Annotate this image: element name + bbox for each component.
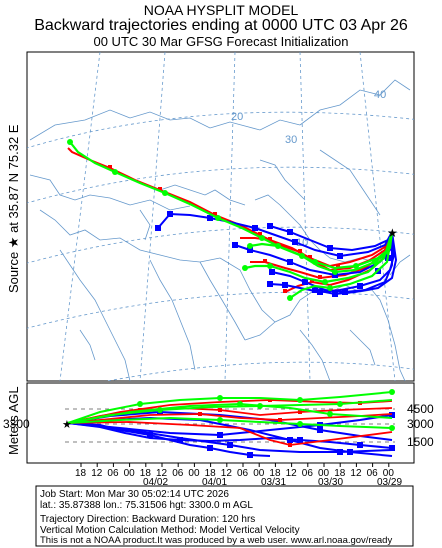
time-tick-label: 18 — [334, 468, 346, 479]
svg-text:04/02: 04/02 — [143, 477, 168, 488]
red-markers — [108, 165, 340, 293]
grid-label-40: 40 — [374, 89, 386, 101]
time-axis-ticks: 18 12 06 00 18 12 06 00 18 12 06 00 18 12 06 00 18 12 06 00 — [75, 463, 394, 479]
time-tick-label: 12 — [286, 468, 298, 479]
blue-trajectories — [157, 212, 398, 296]
grid-label-20: 20 — [231, 111, 243, 123]
time-tick-label: 18 — [75, 468, 87, 479]
vertical-source-star-icon: ★ — [62, 419, 72, 431]
time-tick-label: 06 — [302, 468, 314, 479]
time-tick-label: 12 — [91, 468, 103, 479]
start-height-label: 3300 — [3, 417, 30, 431]
trajectory-direction: Trajectory Direction: Backward Duration:… — [40, 514, 256, 525]
title-line1: NOAA HYSPLIT MODEL — [143, 2, 299, 18]
time-tick-label: 06 — [237, 468, 249, 479]
time-tick-label: 18 — [205, 468, 217, 479]
svg-text:1500: 1500 — [407, 435, 434, 449]
svg-text:03/29: 03/29 — [377, 477, 402, 488]
green-markers — [67, 139, 378, 301]
time-tick-label: 18 — [140, 468, 152, 479]
vertical-motion: Vertical Motion Calculation Method: Mode… — [40, 525, 300, 536]
right-height-ticks: 4500 3000 1500 — [407, 402, 434, 449]
svg-text:4500: 4500 — [407, 402, 434, 416]
map-coastlines — [29, 79, 411, 381]
time-tick-label: 18 — [269, 468, 281, 479]
job-location: lat.: 35.87388 lon.: 75.31506 hgt: 3300.… — [40, 500, 253, 511]
job-start: Job Start: Mon Mar 30 05:02:14 UTC 2026 — [40, 489, 229, 500]
time-tick-label: 00 — [318, 468, 330, 479]
time-tick-label: 06 — [367, 468, 379, 479]
job-info-box — [35, 485, 414, 547]
svg-text:3000: 3000 — [407, 417, 434, 431]
title-line3: 00 UTC 30 Mar GFSG Forecast Initializati… — [93, 34, 349, 49]
time-tick-label: 06 — [107, 468, 119, 479]
time-tick-label: 00 — [124, 468, 136, 479]
svg-text:04/01: 04/01 — [202, 477, 227, 488]
title-line2: Backward trajectories ending at 0000 UTC… — [34, 17, 408, 34]
time-tick-label: 12 — [221, 468, 233, 479]
date-labels: 04/02 04/01 03/31 03/30 03/29 — [143, 477, 402, 488]
disclaimer: This is not a NOAA product.It was produc… — [40, 535, 393, 546]
map-frame — [26, 51, 415, 382]
time-tick-label: 12 — [350, 468, 362, 479]
green-height-markers — [137, 389, 395, 431]
source-star-icon: ★ — [387, 226, 398, 240]
time-tick-label: 12 — [156, 468, 168, 479]
time-tick-label: 00 — [253, 468, 265, 479]
svg-text:03/31: 03/31 — [261, 477, 286, 488]
green-trajectories — [69, 141, 394, 299]
grid-label-30: 30 — [285, 134, 297, 146]
time-tick-label: 00 — [188, 468, 200, 479]
svg-text:03/30: 03/30 — [318, 477, 343, 488]
time-tick-label: 06 — [172, 468, 184, 479]
map-grid — [27, 52, 414, 381]
time-tick-label: 00 — [383, 468, 395, 479]
vertical-frame — [26, 382, 415, 464]
